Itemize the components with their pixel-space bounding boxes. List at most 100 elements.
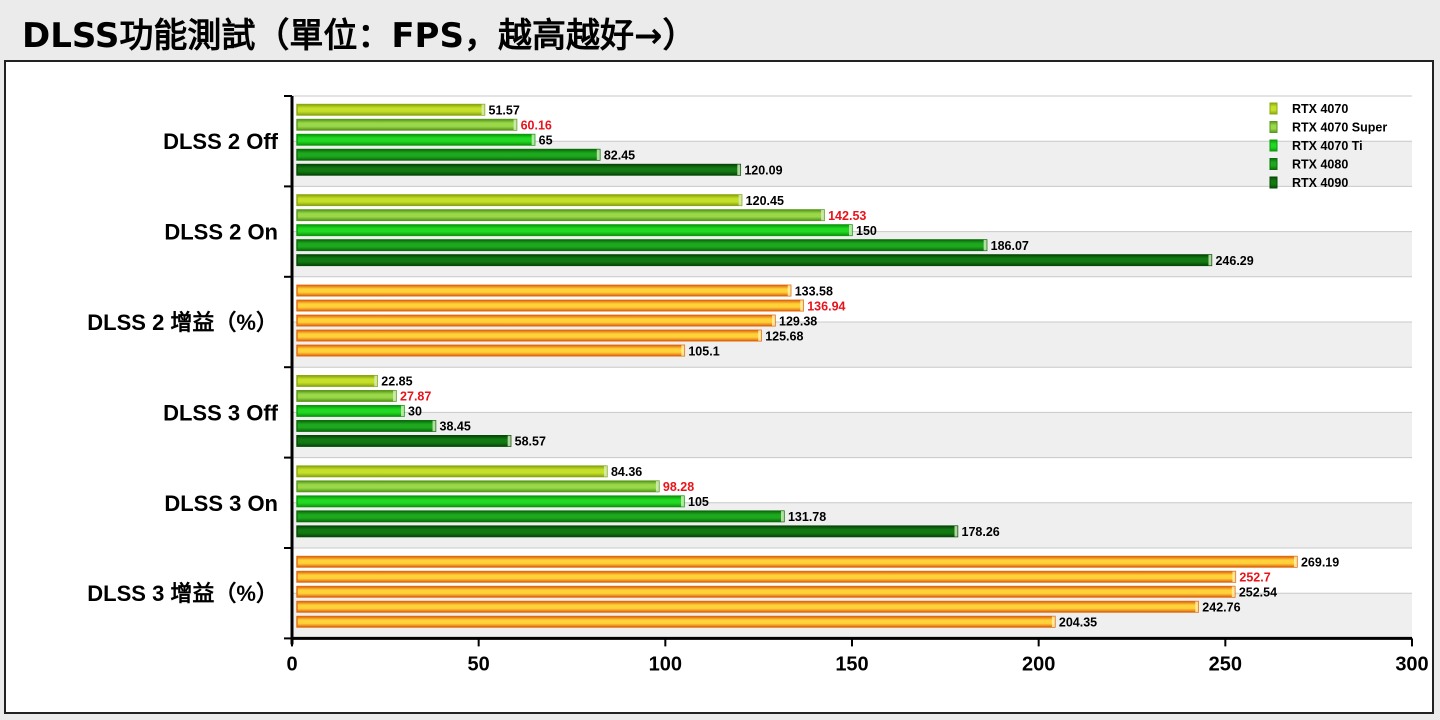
value-label: 252.54 bbox=[1239, 586, 1277, 600]
legend-label: RTX 4070 bbox=[1292, 102, 1348, 116]
value-label: 125.68 bbox=[765, 329, 803, 343]
value-label: 133.58 bbox=[795, 284, 833, 298]
value-label: 27.87 bbox=[400, 390, 431, 404]
legend-label: RTX 4080 bbox=[1292, 158, 1348, 172]
bar bbox=[296, 284, 792, 297]
value-label: 246.29 bbox=[1215, 254, 1253, 268]
value-label: 98.28 bbox=[663, 480, 694, 494]
bar-cap bbox=[401, 405, 404, 417]
bar bbox=[296, 495, 685, 508]
bar bbox=[296, 299, 804, 312]
value-label: 82.45 bbox=[604, 149, 635, 163]
bar-cap bbox=[1293, 556, 1297, 567]
bar bbox=[296, 480, 660, 493]
bar-cap bbox=[374, 375, 378, 387]
legend-swatch bbox=[1269, 139, 1278, 152]
value-label: 120.09 bbox=[744, 164, 782, 178]
bar bbox=[296, 118, 518, 131]
bar-cap bbox=[393, 390, 397, 402]
value-label: 84.36 bbox=[611, 465, 642, 479]
bar bbox=[296, 405, 405, 417]
x-tick-label: 300 bbox=[1395, 653, 1428, 675]
value-label: 142.53 bbox=[828, 209, 866, 223]
bar bbox=[296, 435, 512, 447]
grid-band bbox=[292, 141, 1412, 187]
bar bbox=[296, 163, 742, 176]
bar-cap bbox=[738, 194, 742, 206]
bar bbox=[296, 420, 437, 432]
legend-label: RTX 4090 bbox=[1292, 176, 1348, 190]
x-tick-label: 250 bbox=[1209, 653, 1242, 675]
value-label: 30 bbox=[408, 405, 422, 419]
value-label: 22.85 bbox=[381, 375, 412, 389]
legend-label: RTX 4070 Super bbox=[1292, 121, 1387, 135]
bar-cap bbox=[737, 164, 741, 175]
bar-cap bbox=[800, 300, 804, 311]
value-label: 131.78 bbox=[788, 510, 826, 524]
bar-cap bbox=[513, 119, 517, 130]
legend-label: RTX 4070 Ti bbox=[1292, 139, 1363, 153]
bar bbox=[296, 194, 743, 207]
category-label: DLSS 3 On bbox=[164, 491, 278, 516]
value-label: 60.16 bbox=[521, 119, 552, 133]
bar-cap bbox=[681, 345, 685, 356]
legend-swatch bbox=[1269, 158, 1278, 170]
category-label: DLSS 3 Off bbox=[163, 400, 279, 425]
value-label: 105.1 bbox=[688, 344, 719, 358]
bar bbox=[296, 329, 762, 342]
value-label: 120.45 bbox=[746, 194, 784, 208]
x-tick-label: 50 bbox=[468, 653, 490, 675]
bar bbox=[296, 525, 959, 538]
legend-swatch bbox=[1269, 121, 1278, 133]
value-label: 51.57 bbox=[489, 104, 520, 118]
bar-cap bbox=[432, 420, 436, 432]
value-label: 269.19 bbox=[1301, 556, 1339, 570]
chart-panel: 0 50 100 150 200 250 300 DLSS 2 Off 51.57 60.16 65… bbox=[4, 60, 1434, 714]
x-tick-label: 100 bbox=[649, 653, 682, 675]
bar-cap bbox=[849, 224, 852, 236]
bar bbox=[296, 465, 608, 478]
bar bbox=[296, 344, 686, 357]
bar-cap bbox=[531, 134, 535, 145]
bar-cap bbox=[780, 511, 784, 522]
bar bbox=[296, 314, 776, 327]
bar bbox=[296, 254, 1213, 267]
bar-cap bbox=[603, 466, 607, 477]
value-label: 204.35 bbox=[1059, 616, 1097, 630]
header-bar: DLSS功能測試（單位：FPS，越高越好→） bbox=[0, 0, 1440, 58]
bar-cap bbox=[1208, 254, 1212, 266]
grid-band bbox=[292, 412, 1412, 458]
category-label: DLSS 2 增益（%） bbox=[87, 310, 278, 335]
category-label: DLSS 2 Off bbox=[163, 129, 279, 154]
value-label: 242.76 bbox=[1202, 601, 1240, 615]
bar bbox=[296, 148, 601, 161]
bar bbox=[296, 585, 1236, 598]
value-label: 150 bbox=[856, 224, 877, 238]
bar bbox=[296, 600, 1200, 613]
value-label: 178.26 bbox=[962, 525, 1000, 539]
bar-cap bbox=[821, 209, 825, 221]
bar-chart: 0 50 100 150 200 250 300 DLSS 2 Off 51.5760.1665… bbox=[87, 95, 1429, 675]
value-label: 105 bbox=[688, 495, 709, 509]
value-label: 186.07 bbox=[991, 239, 1029, 253]
value-label: 129.38 bbox=[779, 314, 817, 328]
bar-cap bbox=[1232, 571, 1236, 582]
bar bbox=[296, 209, 825, 222]
x-tick-label: 150 bbox=[835, 653, 868, 675]
bar-cap bbox=[596, 149, 600, 160]
bar bbox=[296, 375, 379, 387]
bar-cap bbox=[507, 435, 511, 447]
bar bbox=[296, 390, 397, 402]
bar-cap bbox=[772, 315, 776, 326]
value-label: 65 bbox=[539, 134, 553, 148]
chart-title: DLSS功能測試（單位：FPS，越高越好→） bbox=[22, 16, 697, 56]
bar-cap bbox=[481, 104, 485, 115]
bar-cap bbox=[983, 239, 987, 251]
bar-cap bbox=[681, 496, 684, 507]
bar-cap bbox=[954, 526, 958, 537]
bar bbox=[296, 103, 486, 116]
bar-cap bbox=[655, 481, 659, 492]
legend-swatch bbox=[1269, 102, 1278, 115]
bar-cap bbox=[758, 330, 762, 341]
bar bbox=[296, 615, 1056, 628]
